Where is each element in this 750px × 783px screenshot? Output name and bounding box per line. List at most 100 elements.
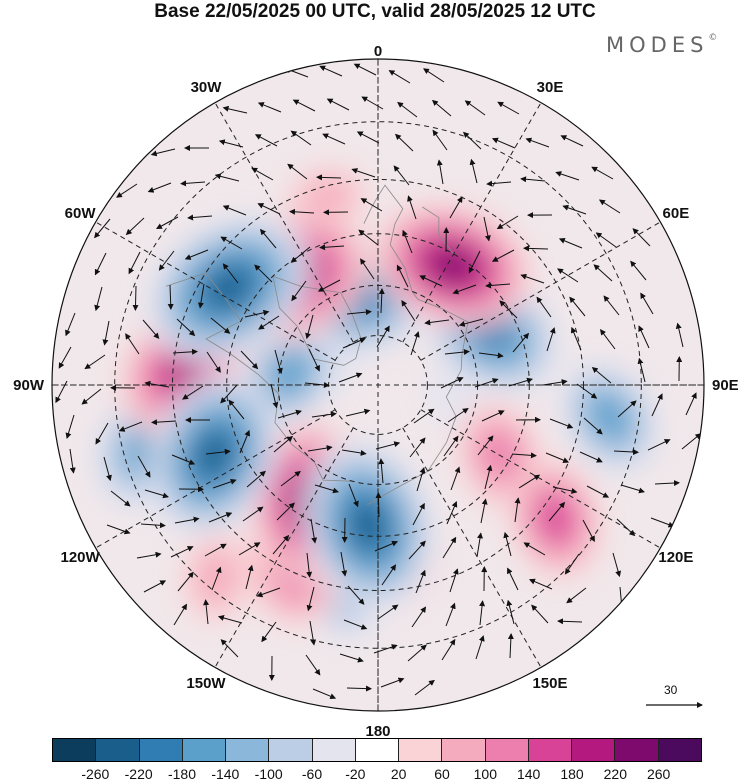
wind-arrow [173, 603, 188, 626]
wind-arrow [356, 131, 380, 144]
meridian-line [214, 427, 354, 668]
wind-arrow [591, 166, 614, 180]
meridian-line [420, 221, 661, 361]
wind-arrow [182, 385, 204, 400]
colorbar-swatch [528, 739, 573, 761]
wind-arrow [184, 249, 209, 260]
anomaly-blob [592, 397, 627, 438]
wind-arrow [377, 604, 399, 620]
wind-vectors [55, 63, 702, 700]
wind-arrow [442, 536, 457, 559]
colorbar-swatch [139, 739, 183, 761]
wind-arrow [81, 388, 102, 405]
wind-arrow [272, 534, 290, 555]
colorbar-tick-label: 60 [434, 766, 450, 782]
wind-arrow [258, 315, 280, 330]
wind-arrow [419, 275, 443, 287]
wind-arrow [408, 540, 426, 560]
wind-arrow [65, 414, 75, 439]
wind-arrow [118, 421, 143, 432]
wind-arrow [651, 393, 663, 417]
wind-arrow [409, 437, 426, 458]
colorbar-swatch [312, 739, 356, 761]
wind-arrow [360, 198, 383, 212]
wind-arrow [94, 286, 103, 312]
anomaly-blob [433, 250, 472, 281]
wind-arrow [177, 571, 194, 592]
colorbar-tick-label: -100 [254, 766, 283, 782]
wind-arrow [491, 249, 515, 262]
meridian-line [214, 102, 354, 343]
wind-arrow [507, 567, 519, 591]
wind-arrow [220, 384, 238, 404]
wind-arrow [172, 348, 198, 355]
colorbar-tick-label: -260 [81, 766, 110, 782]
wind-arrow [579, 451, 603, 463]
anomaly-blob [539, 498, 572, 540]
wind-arrow [208, 512, 233, 523]
wind-arrow [407, 644, 427, 662]
map-disc-border [51, 58, 705, 712]
wind-arrow [211, 566, 222, 591]
wind-arrow [348, 483, 359, 508]
wind-arrow [452, 284, 477, 295]
coastline [363, 184, 419, 300]
wind-arrow [218, 139, 244, 148]
wind-arrow [632, 228, 651, 247]
colorbar-swatch [658, 739, 701, 761]
wind-arrow [140, 522, 166, 529]
wind-arrow [593, 264, 613, 282]
wind-arrow [143, 580, 167, 593]
wind-arrow [583, 417, 603, 435]
wind-arrow [685, 392, 697, 416]
wind-arrow [341, 449, 367, 456]
wind-arrow [353, 63, 377, 76]
wind-arrow [441, 638, 456, 661]
wind-arrow [520, 176, 546, 183]
wind-arrow [110, 490, 131, 507]
colorbar-tick-label: 140 [516, 766, 541, 782]
wind-arrow [290, 246, 311, 263]
wind-arrow [514, 497, 521, 523]
wind-arrow [292, 99, 316, 112]
wind-arrow [254, 134, 278, 147]
wind-arrow [424, 319, 450, 326]
wind-arrow [569, 296, 586, 317]
wind-arrow [156, 216, 179, 229]
wind-arrow [176, 318, 196, 337]
longitude-label-lon-60w: 60W [65, 205, 97, 222]
wind-arrow [485, 282, 511, 289]
longitude-label-lon-90w: 90W [13, 377, 45, 394]
wind-arrow [603, 295, 620, 316]
wind-arrow [220, 236, 243, 250]
wind-arrow [480, 498, 488, 524]
meridian-line [95, 409, 336, 549]
wind-arrow [338, 372, 363, 383]
wind-arrow [552, 486, 578, 494]
wind-arrow [103, 456, 112, 482]
colorbar-swatch [53, 739, 97, 761]
wind-arrow [187, 214, 213, 221]
wind-arrow [340, 551, 348, 577]
colorbar-tick-label: 100 [473, 766, 498, 782]
wind-arrow [305, 314, 314, 340]
colorbar-swatch [485, 739, 529, 761]
wind-arrow [415, 569, 426, 594]
wind-arrow [598, 199, 621, 214]
longitude-label-lon-150w: 150W [186, 675, 226, 692]
graticule [52, 59, 704, 711]
wind-arrow [469, 158, 478, 184]
longitude-label-lon-90e: 90E [712, 377, 739, 394]
colorbar-swatch [182, 739, 227, 761]
meridian-line [402, 427, 542, 668]
wind-arrow [630, 260, 647, 281]
colorbar-tick-label: 220 [603, 766, 628, 782]
wind-arrow [144, 489, 169, 499]
wind-arrow [474, 378, 499, 388]
wind-arrow [307, 445, 333, 452]
anomaly-blob [198, 434, 230, 475]
wind-arrow [681, 433, 702, 450]
wind-arrow [491, 137, 516, 149]
wind-arrow [531, 604, 549, 624]
wind-arrow [546, 327, 556, 352]
